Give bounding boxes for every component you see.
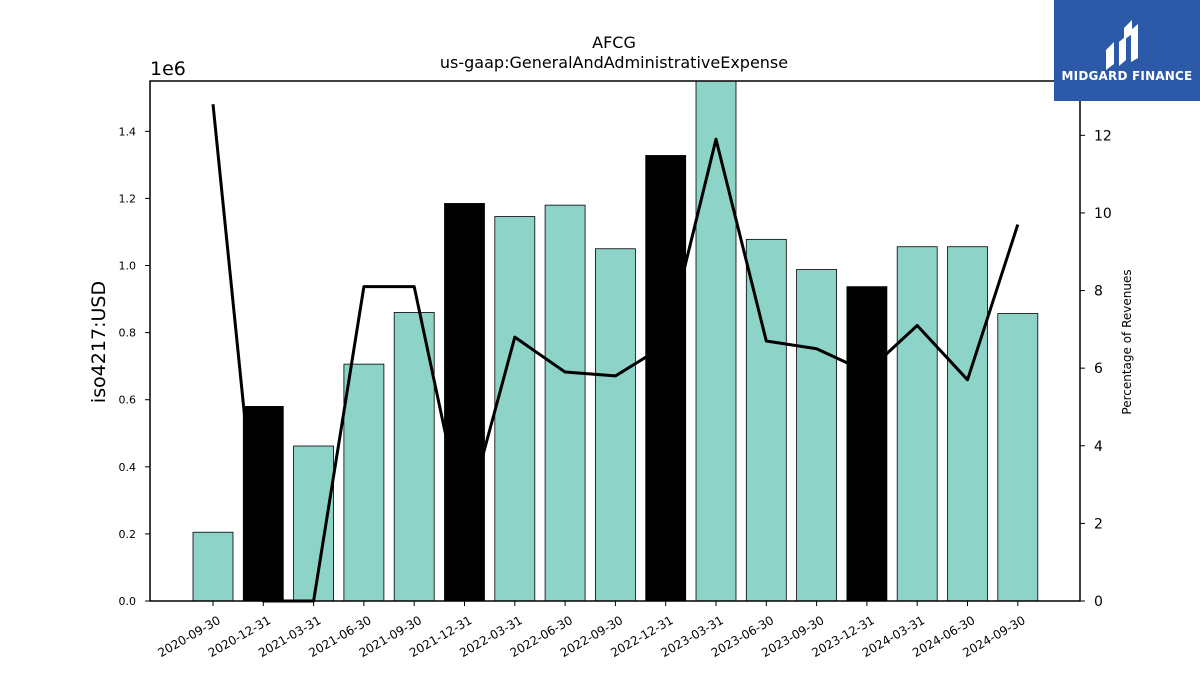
y2-tick-label: 8 (1094, 284, 1103, 300)
logo-mark-icon (1106, 20, 1138, 70)
bar (796, 269, 837, 602)
y-tick-label: 1.2 (119, 192, 137, 205)
bar (745, 238, 787, 602)
bar (293, 445, 335, 602)
y-tick-label: 0.4 (119, 461, 137, 474)
bar (846, 286, 888, 602)
bar (997, 313, 1039, 602)
y-tick-label: 1.4 (119, 125, 137, 138)
y-tick-label: 0.8 (119, 327, 137, 340)
y-tick-label: 1.0 (119, 260, 137, 273)
bar (192, 531, 234, 602)
bar (645, 155, 687, 602)
chart-title: AFCG (592, 33, 636, 52)
y-tick-label: 0.0 (119, 595, 137, 608)
bar (947, 246, 988, 602)
y2-tick-label: 6 (1094, 361, 1103, 377)
bar (393, 312, 435, 602)
logo-text: MIDGARD FINANCE (1061, 69, 1193, 83)
y2-tick-label: 2 (1094, 516, 1103, 532)
bar (242, 406, 284, 602)
bar (896, 246, 938, 602)
y-axis-label: iso4217:USD (88, 281, 110, 403)
y-tick-label: 0.6 (119, 394, 137, 407)
y2-tick-label: 4 (1094, 439, 1103, 455)
plot-area: 2020-09-302020-12-312021-03-312021-06-30… (119, 80, 1112, 660)
company-logo: MIDGARD FINANCE (1054, 0, 1200, 101)
y2-tick-label: 10 (1094, 206, 1112, 222)
y2-axis-label: Percentage of Revenues (1120, 269, 1134, 414)
y-offset-label: 1e6 (150, 58, 186, 80)
chart-subtitle: us-gaap:GeneralAndAdministrativeExpense (440, 53, 788, 72)
bar (444, 203, 485, 602)
bar (544, 204, 586, 602)
bar (343, 363, 385, 602)
bar (494, 216, 536, 602)
pct-revenue-line (211, 104, 1020, 603)
plot-frame (149, 80, 1081, 602)
bar (695, 80, 737, 602)
y-tick-label: 0.2 (119, 528, 137, 541)
y2-tick-label: 12 (1094, 128, 1112, 144)
y2-tick-label: 0 (1094, 594, 1103, 610)
bar (595, 248, 636, 602)
